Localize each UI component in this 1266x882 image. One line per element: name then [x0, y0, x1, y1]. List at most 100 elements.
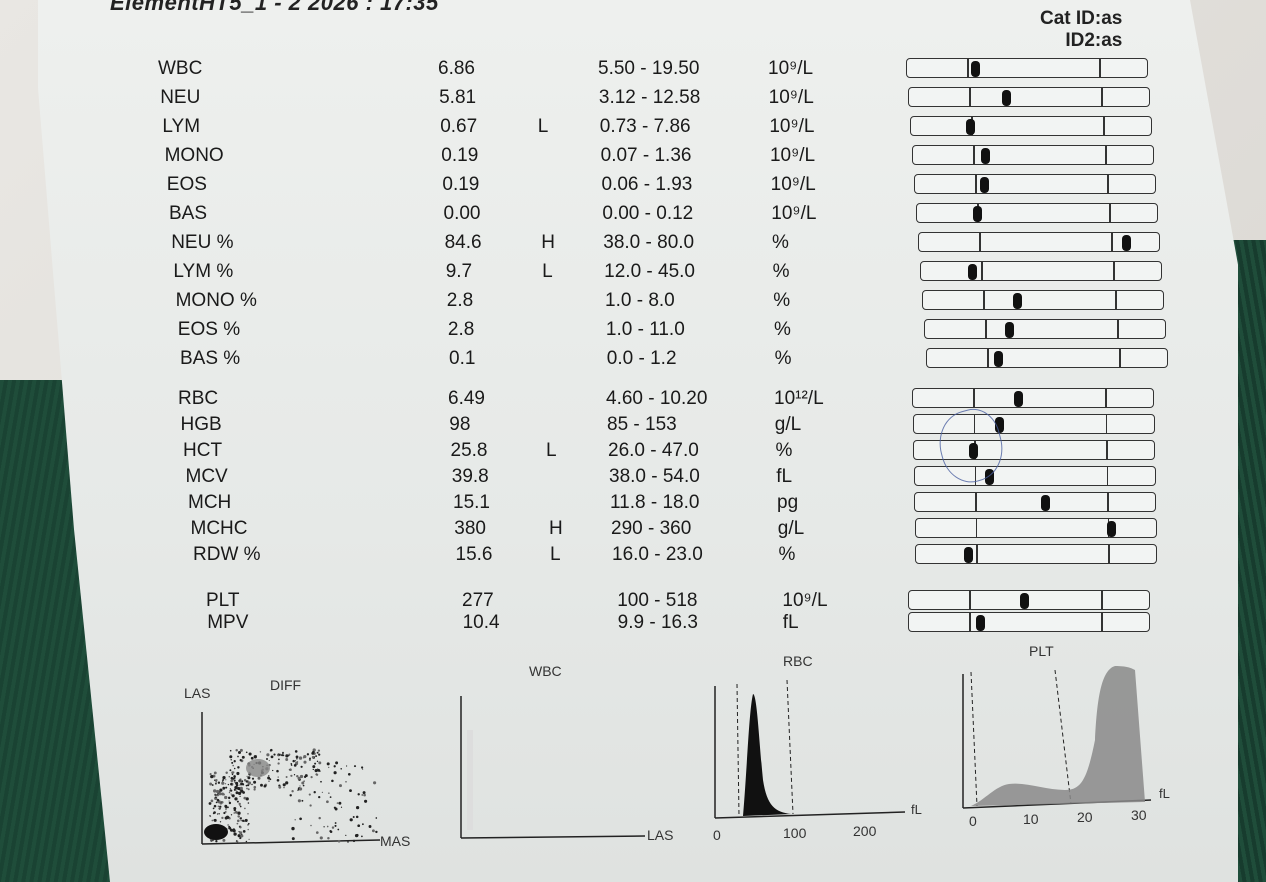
- scatter-dot: [352, 839, 356, 843]
- range-limit-tick: [1105, 146, 1107, 164]
- result-value: 0.19: [441, 145, 479, 166]
- scatter-dot: [345, 834, 347, 837]
- scatter-dot: [301, 799, 304, 802]
- result-value: 15.6: [455, 544, 493, 565]
- scatter-dot: [281, 754, 284, 757]
- scatter-dot: [248, 838, 250, 841]
- scatter-dot: [316, 751, 319, 754]
- result-row: NEU % 84.6 H 38.0 - 80.0%: [0, 232, 900, 256]
- scatter-dot: [297, 799, 301, 803]
- scatter-dot: [336, 802, 339, 804]
- range-bar: [912, 145, 1154, 165]
- range-limit-tick: [985, 320, 987, 338]
- range-bar: [918, 232, 1160, 252]
- scatter-dot: [231, 761, 234, 764]
- value-marker: [994, 417, 1004, 433]
- scatter-dot: [253, 780, 257, 784]
- result-flag: H: [541, 232, 555, 253]
- range-bar: [924, 319, 1166, 339]
- scatter-dot: [213, 804, 217, 808]
- value-marker: [964, 547, 974, 563]
- scatter-dot: [357, 824, 361, 828]
- result-unit: 10⁹/L: [768, 58, 814, 79]
- scatter-dot: [310, 824, 312, 827]
- range-bar: [908, 590, 1150, 610]
- result-range: 3.12 - 12.58: [598, 87, 701, 108]
- result-name: MCV: [185, 466, 228, 487]
- scatter-dot: [270, 755, 274, 759]
- scatter-dot: [240, 789, 244, 793]
- scatter-dot: [268, 780, 270, 782]
- scatter-dot: [276, 778, 280, 782]
- scatter-dot: [375, 817, 378, 819]
- range-bar: [910, 116, 1152, 136]
- scatter-dot: [213, 789, 217, 793]
- scatter-dot: [283, 786, 285, 789]
- result-name: RBC: [178, 388, 219, 409]
- result-row: RBC 6.49 4.60 - 10.20 10¹²/L: [0, 388, 900, 412]
- scatter-dot: [285, 776, 288, 778]
- result-unit: g/L: [774, 414, 802, 435]
- result-value: 0.67: [440, 116, 478, 137]
- scatter-dot: [236, 800, 239, 803]
- result-name: NEU: [160, 87, 201, 108]
- range-limit-tick: [1101, 88, 1103, 106]
- scatter-dot: [239, 791, 242, 793]
- result-unit: %: [774, 348, 792, 369]
- result-name: EOS %: [177, 319, 241, 340]
- result-unit: 10⁹/L: [769, 145, 816, 166]
- scatter-dot: [219, 788, 223, 792]
- range-bar: [908, 87, 1150, 107]
- result-value: 39.8: [451, 466, 489, 487]
- result-unit: %: [772, 261, 790, 282]
- scatter-dot: [233, 812, 235, 814]
- scatter-dot: [245, 780, 248, 783]
- result-row: EOS % 2.8 1.0 - 11.0%: [0, 319, 900, 343]
- scatter-dot: [319, 836, 323, 840]
- result-name: MONO %: [175, 290, 257, 311]
- scatter-dot: [308, 793, 311, 796]
- scatter-dot: [233, 832, 237, 836]
- scatter-dot: [229, 788, 232, 790]
- result-range: 100 - 518: [617, 590, 698, 611]
- scatter-dot: [235, 748, 238, 752]
- scatter-dot: [239, 817, 242, 820]
- scatter-dot: [235, 781, 239, 785]
- result-row: MCHC 380 H 290 - 360 g/L: [0, 518, 900, 542]
- scatter-dot: [229, 769, 232, 772]
- scatter-dot: [293, 774, 296, 776]
- scatter-dot: [237, 766, 240, 769]
- scatter-dot: [228, 801, 232, 805]
- value-marker: [1107, 521, 1117, 537]
- result-name: HCT: [183, 440, 223, 461]
- range-bar: [914, 518, 1157, 538]
- scatter-dot: [231, 773, 234, 776]
- scatter-dot: [321, 791, 324, 794]
- plt-axis-ticks: 0 10 20 30: [969, 807, 1147, 829]
- scatter-dot: [229, 749, 232, 752]
- result-row: HGB 98 85 - 153 g/L: [0, 414, 900, 438]
- scatter-dot: [294, 750, 298, 753]
- scatter-dot: [218, 800, 221, 803]
- scatter-dot: [299, 774, 304, 779]
- result-range: 0.06 - 1.93: [601, 174, 693, 195]
- scatter-dot: [233, 775, 236, 778]
- value-marker: [980, 148, 990, 164]
- value-marker: [1013, 391, 1023, 407]
- range-limit-tick: [1115, 291, 1117, 309]
- scatter-dot: [373, 781, 377, 785]
- scatter-dot: [221, 816, 224, 820]
- scatter-dot: [334, 822, 337, 824]
- scatter-dot: [362, 791, 366, 795]
- result-value: 0.1: [449, 348, 476, 369]
- result-unit: 10⁹/L: [769, 116, 815, 137]
- scatter-dot: [236, 840, 239, 843]
- result-flag: L: [546, 440, 557, 461]
- range-limit-tick: [981, 262, 983, 280]
- scatter-dot: [364, 799, 368, 803]
- result-row: LYM 0.67 L 0.73 - 7.86 10⁹/L: [0, 116, 900, 140]
- scatter-dot: [232, 771, 235, 774]
- scatter-dot: [219, 801, 223, 805]
- scatter-dot: [243, 778, 247, 782]
- value-marker: [980, 177, 990, 193]
